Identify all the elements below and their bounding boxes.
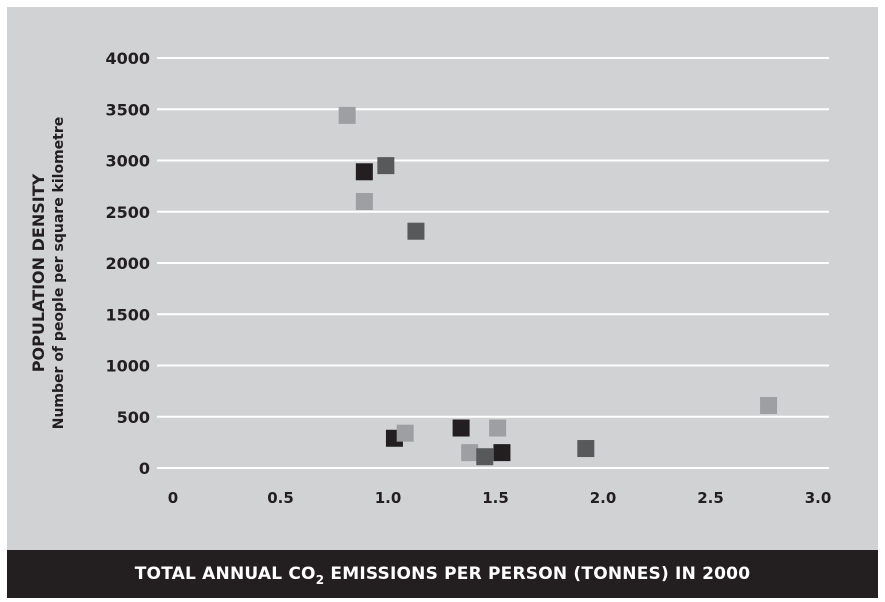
data-point-13	[577, 440, 595, 458]
chart-panel: 0 500 1000 1500 2000 2500 3000 3500 4000 0 0.5 1.0…	[7, 7, 878, 550]
data-points	[338, 106, 778, 466]
scatter-plot: 0 500 1000 1500 2000 2500 3000 3500 4000 0 0.5 1.0…	[29, 49, 832, 507]
y-tick-label-1500: 1500	[105, 305, 150, 324]
x-axis-ticks: 0 0.5 1.0 1.5 2.0 2.5 3.0	[168, 489, 832, 507]
y-tick-label-2000: 2000	[105, 254, 150, 273]
x-tick-label-0.5: 0.5	[267, 489, 294, 507]
data-point-8	[452, 419, 470, 437]
data-point-9	[461, 444, 479, 462]
gridlines	[157, 57, 829, 469]
data-point-4	[355, 193, 373, 210]
data-point-12	[493, 444, 511, 462]
data-point-3	[377, 157, 395, 175]
y-tick-label-3000: 3000	[105, 152, 150, 171]
y-tick-label-0: 0	[139, 459, 150, 478]
x-axis-title-bar: TOTAL ANNUAL CO2 EMISSIONS PER PERSON (T…	[7, 550, 878, 598]
data-point-1	[338, 106, 356, 124]
x-axis-title-subscript: 2	[315, 573, 325, 587]
y-axis-subtitle: Number of people per square kilometre	[51, 117, 67, 430]
y-tick-label-500: 500	[117, 408, 150, 427]
y-axis-title: POPULATION DENSITY	[29, 173, 48, 372]
x-axis-title-prefix: TOTAL ANNUAL CO	[134, 564, 316, 584]
x-tick-label-2.0: 2.0	[590, 489, 617, 507]
data-point-10	[476, 448, 494, 466]
data-point-7	[396, 424, 414, 442]
data-point-14	[760, 396, 778, 414]
x-axis-title-suffix: EMISSIONS PER PERSON (TONNES) IN 2000	[324, 564, 751, 584]
data-point-5	[407, 222, 425, 240]
data-point-11	[489, 419, 507, 437]
y-tick-label-1000: 1000	[105, 357, 150, 376]
x-tick-label-3.0: 3.0	[805, 489, 832, 507]
y-tick-label-3500: 3500	[105, 100, 150, 119]
data-point-2	[355, 163, 373, 181]
x-axis-title: TOTAL ANNUAL CO2 EMISSIONS PER PERSON (T…	[134, 564, 751, 587]
x-tick-label-1.0: 1.0	[375, 489, 402, 507]
y-tick-label-4000: 4000	[105, 49, 150, 68]
x-tick-label-0: 0	[168, 489, 178, 507]
x-tick-label-2.5: 2.5	[697, 489, 724, 507]
y-tick-label-2500: 2500	[105, 203, 150, 222]
y-axis-ticks: 0 500 1000 1500 2000 2500 3000 3500 4000	[105, 49, 150, 478]
x-tick-label-1.5: 1.5	[482, 489, 509, 507]
